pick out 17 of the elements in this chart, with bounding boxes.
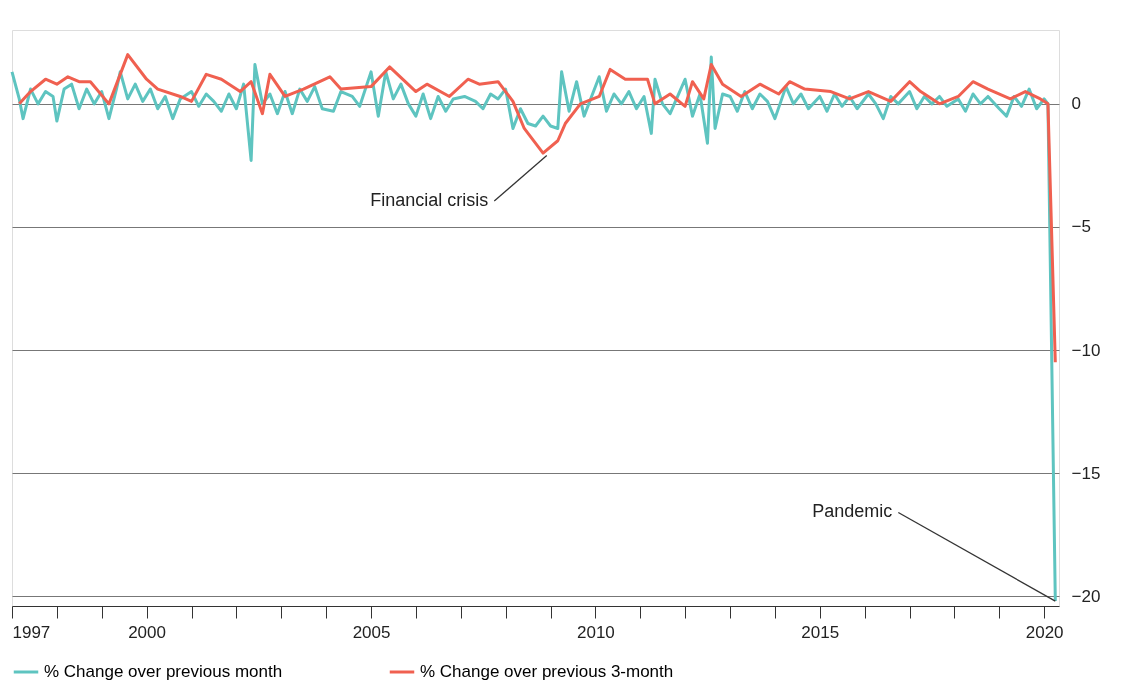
x-tick-label: 2015 <box>801 622 840 642</box>
x-tick-label: 2000 <box>128 622 166 642</box>
y-tick-label: −15 <box>1071 463 1101 483</box>
y-tick-label: −5 <box>1071 217 1091 237</box>
y-tick-label: −10 <box>1071 340 1101 360</box>
x-tick-label: 2020 <box>1025 622 1064 642</box>
legend-label: % Change over previous month <box>44 662 283 681</box>
annotation: Financial crisis <box>370 190 489 211</box>
line-series <box>17 53 1057 364</box>
y-tick-label: 0 <box>1071 94 1081 114</box>
x-tick-label: 2005 <box>352 622 391 642</box>
x-tick-label: 2010 <box>576 622 615 642</box>
legend-label: % Change over previous 3-month <box>420 662 674 681</box>
y-tick-label: −20 <box>1071 586 1101 606</box>
x-tick-label: 1997 <box>12 622 51 642</box>
line-series <box>10 55 1057 603</box>
annotation: Pandemic <box>812 501 893 522</box>
